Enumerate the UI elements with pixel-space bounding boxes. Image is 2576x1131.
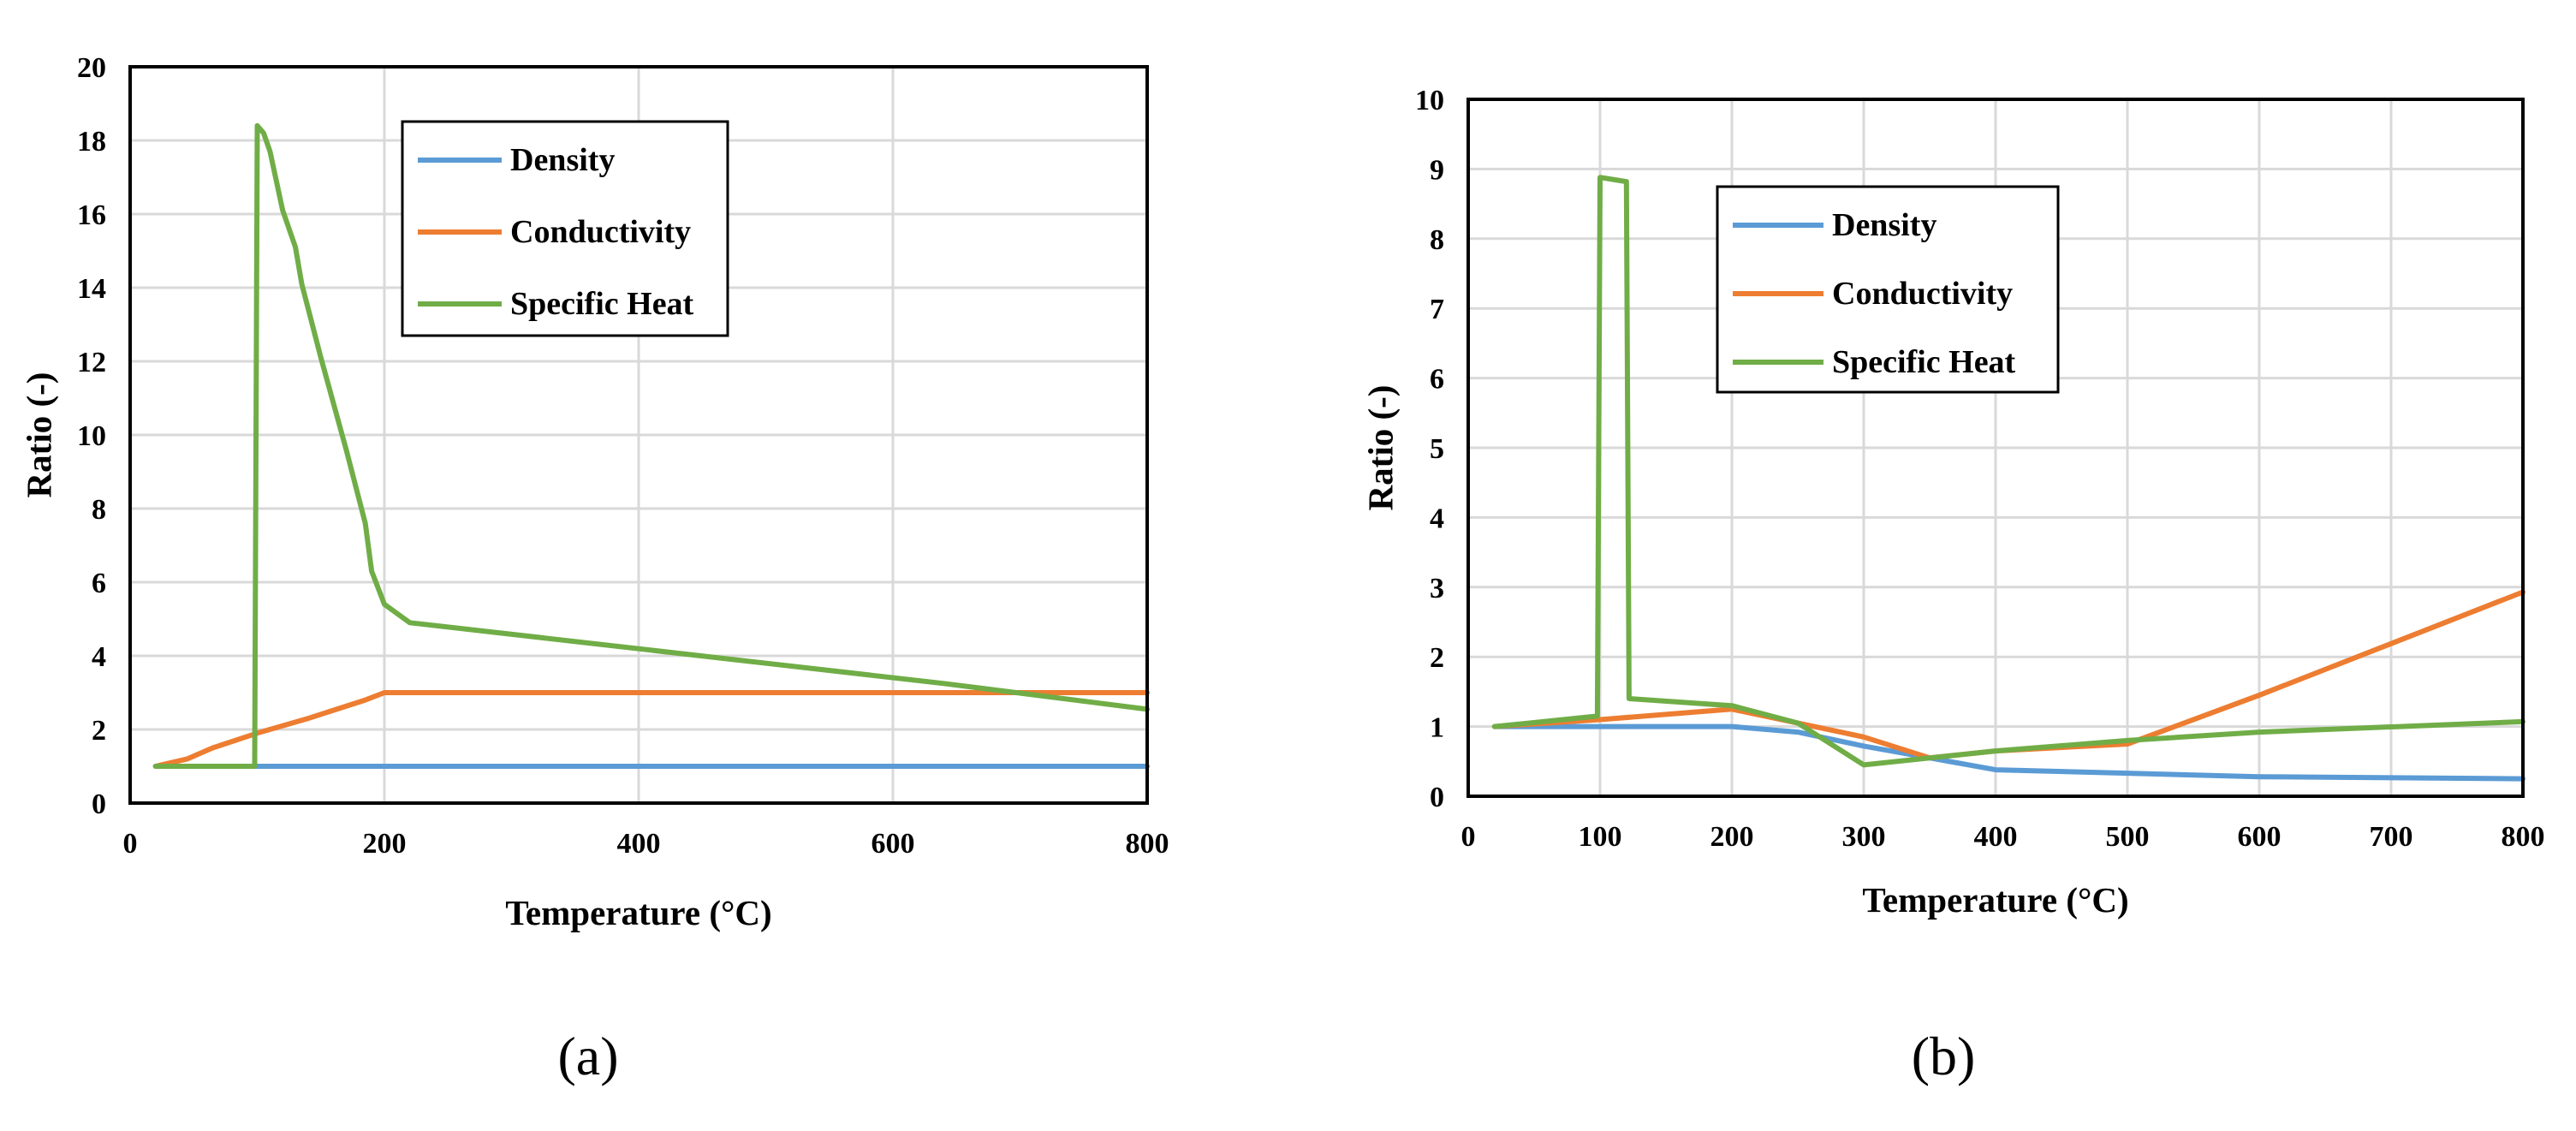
x-tick-label: 200 — [363, 828, 407, 860]
x-axis-title-a: Temperature (°C) — [505, 893, 771, 932]
chart-b: 0 1 2 3 4 5 6 7 8 9 10 0 100 200 300 400 500 600 700 800 T… — [1360, 85, 2544, 1086]
series-line-specific-heat — [1491, 175, 2525, 768]
y-tick-label: 4 — [92, 641, 106, 673]
legend-box — [1716, 185, 2060, 394]
x-tick-label: 100 — [1579, 821, 1622, 853]
series-line-conductivity — [152, 690, 1150, 769]
x-tick-label: 800 — [1126, 828, 1169, 860]
plot-frame-b — [1466, 98, 2525, 798]
x-tick-label: 500 — [2106, 821, 2150, 853]
x-tick-label: 700 — [2370, 821, 2413, 853]
plot-frame-a — [128, 65, 1149, 805]
legend-label: Density — [1832, 207, 1936, 243]
y-ticks-b: 0 1 2 3 4 5 6 7 8 9 10 — [1415, 85, 1444, 813]
y-tick-label: 2 — [92, 715, 106, 747]
x-tick-label: 0 — [123, 828, 138, 860]
y-tick-label: 0 — [92, 789, 106, 820]
y-tick-label: 7 — [1430, 294, 1444, 325]
y-tick-label: 8 — [1430, 224, 1444, 256]
series-line-conductivity — [1491, 589, 2525, 761]
y-tick-label: 6 — [1430, 364, 1444, 396]
y-axis-title-b: Ratio (-) — [1360, 385, 1400, 511]
x-tick-label: 200 — [1710, 821, 1754, 853]
x-tick-label: 300 — [1842, 821, 1886, 853]
y-tick-label: 0 — [1430, 782, 1444, 813]
y-tick-label: 9 — [1430, 154, 1444, 186]
y-tick-label: 8 — [92, 494, 106, 526]
y-tick-label: 6 — [92, 568, 106, 599]
caption-a: (a) — [557, 1026, 618, 1086]
x-tick-label: 600 — [2238, 821, 2282, 853]
x-tick-label: 400 — [1974, 821, 2018, 853]
x-axis-title-b: Temperature (°C) — [1862, 880, 2128, 920]
y-tick-label: 12 — [77, 347, 106, 378]
y-tick-label: 14 — [77, 273, 106, 305]
caption-b: (b) — [1912, 1026, 1976, 1086]
x-tick-label: 400 — [617, 828, 661, 860]
x-ticks-b: 0 100 200 300 400 500 600 700 800 — [1461, 821, 2545, 853]
chart-a: 0 2 4 6 8 10 12 14 16 18 20 0 200 400 600 800 Temperat… — [19, 52, 1169, 1086]
y-tick-label: 5 — [1430, 433, 1444, 465]
x-tick-label: 600 — [872, 828, 915, 860]
y-tick-label: 16 — [77, 199, 106, 231]
y-tick-label: 2 — [1430, 642, 1444, 674]
grid-a — [130, 67, 1147, 803]
x-ticks-a: 0 200 400 600 800 — [123, 828, 1169, 860]
series-line-specific-heat — [152, 122, 1150, 769]
x-tick-label: 800 — [2502, 821, 2545, 853]
y-axis-title-a: Ratio (-) — [19, 372, 58, 498]
legend-b: Density Conductivity Specific Heat — [1716, 185, 2060, 394]
legend-label: Density — [510, 142, 615, 178]
series-a — [152, 122, 1150, 769]
legend-label: Specific Heat — [510, 286, 694, 322]
y-tick-label: 10 — [77, 420, 106, 452]
series-b — [1491, 175, 2525, 782]
y-tick-label: 18 — [77, 126, 106, 158]
legend-label: Conductivity — [510, 214, 691, 250]
y-tick-label: 1 — [1430, 712, 1444, 744]
legend-box — [401, 120, 729, 337]
y-tick-label: 3 — [1430, 573, 1444, 604]
y-ticks-a: 0 2 4 6 8 10 12 14 16 18 20 — [77, 52, 106, 820]
legend-a: Density Conductivity Specific Heat — [401, 120, 729, 337]
y-tick-label: 10 — [1415, 85, 1444, 116]
y-tick-label: 20 — [77, 52, 106, 84]
legend-label: Specific Heat — [1832, 344, 2016, 380]
y-tick-label: 4 — [1430, 503, 1444, 534]
legend-label: Conductivity — [1832, 276, 2013, 312]
x-tick-label: 0 — [1461, 821, 1476, 853]
